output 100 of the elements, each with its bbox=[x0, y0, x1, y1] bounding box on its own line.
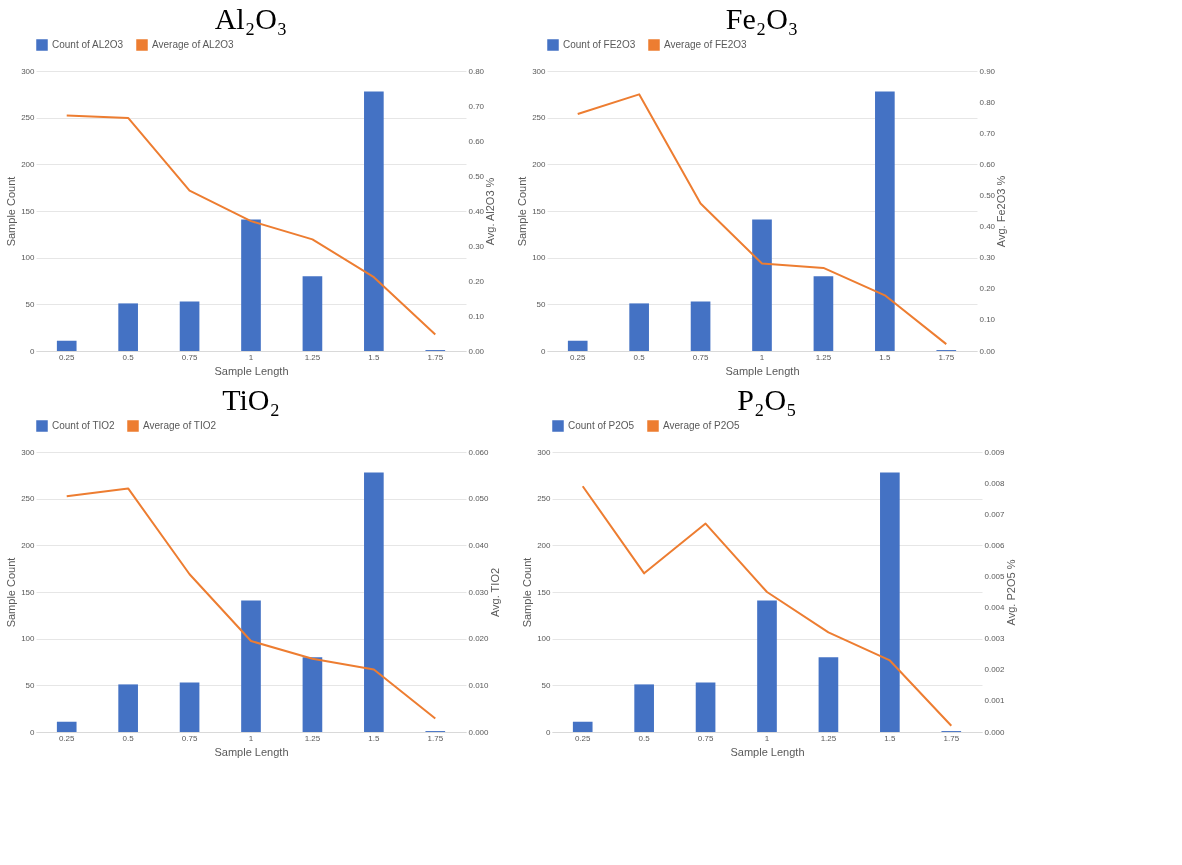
chart-title: Fe₂O₃ bbox=[725, 2, 799, 35]
bar bbox=[364, 472, 384, 732]
y2-tick-label: 0.70 bbox=[468, 101, 485, 111]
bar bbox=[629, 303, 649, 351]
y2-tick-label: 0.60 bbox=[468, 136, 485, 146]
y2-tick-label: 0.20 bbox=[468, 276, 485, 286]
x-tick-label: 1.25 bbox=[304, 733, 321, 743]
x-tick-label: 0.5 bbox=[633, 352, 646, 362]
y2-tick-label: 0.30 bbox=[979, 253, 996, 263]
y2-tick-label: 0.060 bbox=[468, 447, 490, 457]
y2-axis-title: Avg. P2O5 % bbox=[1004, 559, 1017, 626]
y-tick-label: 200 bbox=[21, 159, 36, 169]
y-tick-label: 150 bbox=[21, 587, 36, 597]
x-tick-label: 0.75 bbox=[181, 733, 198, 743]
bar bbox=[179, 682, 200, 732]
y2-tick-label: 0.00 bbox=[979, 346, 996, 356]
y2-tick-label: 0.006 bbox=[984, 540, 1006, 550]
y2-tick-label: 0.10 bbox=[979, 315, 996, 325]
y-tick-label: 100 bbox=[21, 253, 36, 263]
y2-tick-label: 0.003 bbox=[984, 634, 1006, 644]
y-tick-label: 200 bbox=[532, 159, 547, 169]
y-tick-label: 0 bbox=[546, 727, 552, 737]
legend-label: Count of FE2O3 bbox=[563, 39, 636, 50]
y2-tick-label: 0.90 bbox=[979, 66, 996, 76]
x-tick-label: 1.25 bbox=[815, 352, 832, 362]
y-tick-label: 50 bbox=[541, 680, 552, 690]
y-axis-title: Sample Count bbox=[516, 176, 529, 247]
x-tick-label: 1 bbox=[759, 352, 765, 362]
chart-title: TiO₂ bbox=[222, 383, 280, 416]
y2-tick-label: 0.004 bbox=[984, 603, 1006, 613]
y2-tick-label: 0.00 bbox=[468, 346, 485, 356]
y-tick-label: 100 bbox=[21, 634, 36, 644]
y-tick-label: 200 bbox=[21, 540, 36, 550]
y2-tick-label: 0.020 bbox=[468, 634, 490, 644]
x-tick-label: 1.75 bbox=[943, 733, 960, 743]
y2-tick-label: 0.010 bbox=[468, 680, 490, 690]
x-tick-label: 0.5 bbox=[122, 352, 135, 362]
x-tick-label: 1.5 bbox=[368, 352, 380, 362]
x-tick-label: 0.5 bbox=[638, 733, 651, 743]
y-tick-label: 100 bbox=[532, 253, 547, 263]
x-tick-label: 0.75 bbox=[181, 352, 198, 362]
bar bbox=[634, 684, 654, 732]
y-tick-label: 250 bbox=[21, 494, 36, 504]
bar bbox=[56, 721, 77, 732]
bar bbox=[690, 301, 711, 351]
y2-tick-label: 0.005 bbox=[984, 571, 1006, 581]
legend-label: Count of AL2O3 bbox=[52, 39, 124, 50]
chart-title: Al₂O₃ bbox=[214, 2, 288, 35]
y-tick-label: 100 bbox=[537, 634, 552, 644]
y2-tick-label: 0.002 bbox=[984, 665, 1006, 675]
y-tick-label: 300 bbox=[532, 66, 547, 76]
y-axis-title: Sample Count bbox=[5, 176, 18, 247]
line-series bbox=[65, 114, 437, 336]
legend-label: Average of FE2O3 bbox=[664, 39, 748, 50]
y2-tick-label: 0.008 bbox=[984, 478, 1006, 488]
y2-tick-label: 0.30 bbox=[468, 241, 485, 251]
x-tick-label: 0.25 bbox=[58, 733, 76, 743]
bar bbox=[241, 600, 261, 732]
y2-tick-label: 0.70 bbox=[979, 128, 996, 138]
y2-tick-label: 0.001 bbox=[984, 696, 1006, 706]
x-tick-label: 0.25 bbox=[574, 733, 592, 743]
y2-tick-label: 0.030 bbox=[468, 587, 490, 597]
y2-axis-title: Avg. TIO2 bbox=[488, 567, 501, 618]
x-tick-label: 1 bbox=[764, 733, 770, 743]
x-tick-label: 0.75 bbox=[692, 352, 709, 362]
y-axis-title: Sample Count bbox=[521, 557, 534, 628]
y2-tick-label: 0.10 bbox=[468, 311, 485, 321]
y-tick-label: 150 bbox=[537, 587, 552, 597]
x-tick-label: 1.75 bbox=[938, 352, 955, 362]
line-series bbox=[581, 485, 953, 727]
y2-tick-label: 0.80 bbox=[979, 97, 996, 107]
y2-tick-label: 0.60 bbox=[979, 159, 996, 169]
y2-tick-label: 0.80 bbox=[468, 66, 485, 76]
x-tick-label: 1.25 bbox=[820, 733, 837, 743]
bar bbox=[118, 303, 138, 351]
y-tick-label: 250 bbox=[21, 113, 36, 123]
bar bbox=[56, 340, 77, 351]
y-tick-label: 0 bbox=[30, 727, 36, 737]
y-tick-label: 0 bbox=[30, 346, 36, 356]
y-tick-label: 250 bbox=[532, 113, 547, 123]
legend-label: Count of TIO2 bbox=[52, 420, 116, 431]
x-tick-label: 1.5 bbox=[884, 733, 896, 743]
x-axis-title: Sample Length bbox=[214, 745, 289, 758]
y2-axis-title: Avg. Al2O3 % bbox=[484, 177, 497, 246]
y2-tick-label: 0.040 bbox=[468, 540, 490, 550]
bar bbox=[695, 682, 716, 732]
bar bbox=[752, 219, 772, 351]
x-tick-label: 1 bbox=[248, 352, 254, 362]
x-axis-title: Sample Length bbox=[725, 364, 800, 377]
bar bbox=[880, 472, 900, 732]
bar bbox=[757, 600, 777, 732]
bar bbox=[567, 340, 588, 351]
x-tick-label: 1 bbox=[248, 733, 254, 743]
y2-tick-label: 0.000 bbox=[468, 727, 490, 737]
y-tick-label: 300 bbox=[537, 447, 552, 457]
bar bbox=[302, 276, 323, 351]
y-tick-label: 250 bbox=[537, 494, 552, 504]
legend-label: Average of AL2O3 bbox=[152, 39, 234, 50]
line-series bbox=[576, 93, 948, 346]
y2-tick-label: 0.50 bbox=[468, 171, 485, 181]
